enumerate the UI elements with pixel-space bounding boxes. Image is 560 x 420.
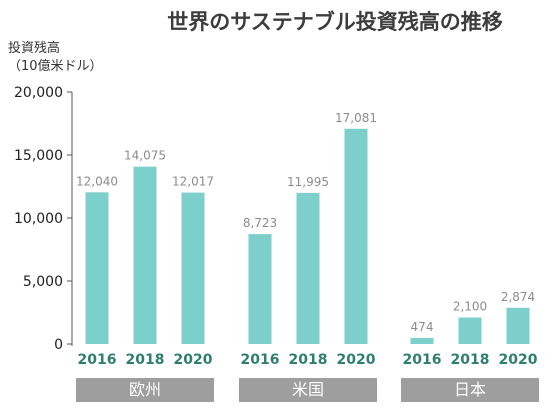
region-label: 日本: [454, 380, 486, 399]
region-band: [239, 378, 377, 402]
y-tick-label: 15,000: [14, 148, 63, 164]
bar: [248, 234, 272, 344]
category-label: 2020: [174, 352, 213, 368]
bar: [506, 307, 530, 344]
region-label: 米国: [292, 380, 324, 399]
category-label: 2018: [289, 352, 328, 368]
bar: [133, 166, 157, 344]
data-label: 14,075: [124, 149, 166, 163]
y-tick-label: 5,000: [23, 274, 63, 290]
data-label: 11,995: [287, 175, 329, 189]
bar: [458, 317, 482, 344]
y-axis-label-line1: 投資残高: [8, 40, 60, 56]
data-label: 2,874: [501, 290, 535, 304]
category-label: 2018: [126, 352, 165, 368]
bar: [85, 192, 109, 344]
category-label: 2018: [451, 352, 490, 368]
region-band: [401, 378, 539, 402]
y-tick-label: 10,000: [14, 211, 63, 227]
y-axis-label-line2: （10億米ドル）: [8, 58, 103, 74]
y-tick-label: 0: [54, 337, 63, 353]
bar: [344, 128, 368, 344]
data-label: 17,081: [335, 111, 377, 125]
category-label: 2020: [499, 352, 538, 368]
bar: [181, 192, 205, 344]
chart-axes: 0 5,000 10,000 15,000 20,000: [14, 85, 73, 353]
region-band: [76, 378, 214, 402]
data-label: 8,723: [243, 216, 277, 230]
data-label: 474: [411, 320, 434, 334]
category-label: 2020: [337, 352, 376, 368]
category-label: 2016: [403, 352, 442, 368]
bar: [410, 338, 434, 344]
y-tick-label: 20,000: [14, 85, 63, 101]
data-label: 12,017: [172, 175, 214, 189]
data-label: 12,040: [76, 174, 118, 188]
bar: [296, 192, 320, 344]
chart-bars: 12,040 2016 14,075 2018 12,017 2020 欧州 8,723 201…: [76, 111, 539, 402]
region-label: 欧州: [129, 380, 161, 399]
chart-title: 世界のサステナブル投資残高の推移: [167, 10, 503, 34]
data-label: 2,100: [453, 300, 487, 314]
category-label: 2016: [78, 352, 117, 368]
category-label: 2016: [241, 352, 280, 368]
